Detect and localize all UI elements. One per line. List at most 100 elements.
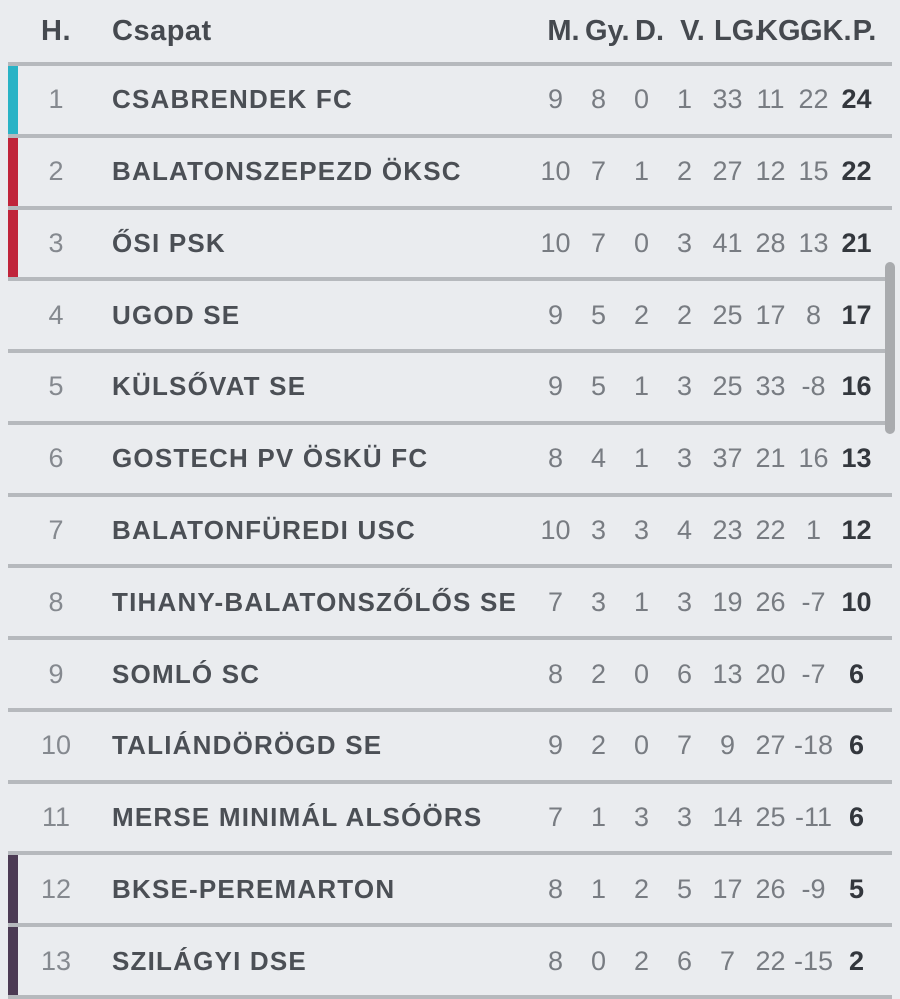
stat-value: 9 xyxy=(719,730,736,761)
stat-value: 20 xyxy=(755,658,786,689)
team-name: CSABRENDEK FC xyxy=(112,84,353,115)
stat-value: 8 xyxy=(547,873,564,904)
position: 10 xyxy=(40,730,72,761)
table-row[interactable]: 3 ŐSI PSK 10 7 0 3 41 28 13 21 xyxy=(8,205,892,278)
table-row[interactable]: 1 CSABRENDEK FC 9 8 0 1 33 11 22 24 xyxy=(8,62,892,134)
points: 17 xyxy=(841,299,872,330)
stat-value: 7 xyxy=(547,802,564,833)
stat-value: 13 xyxy=(798,227,829,258)
position: 3 xyxy=(48,227,64,258)
rank-color-bar xyxy=(8,137,18,206)
rank-color-bar xyxy=(8,927,18,995)
row-stats: 8 4 1 3 37 21 16 13 xyxy=(534,443,878,474)
points: 13 xyxy=(841,443,872,474)
stat-value: 41 xyxy=(712,227,743,258)
stat-value: 7 xyxy=(547,586,564,617)
stat-value: 11 xyxy=(756,84,785,115)
stat-value: 12 xyxy=(755,156,786,187)
position: 9 xyxy=(48,658,64,689)
stat-value: 10 xyxy=(540,156,571,187)
stat-value: 10 xyxy=(540,227,571,258)
stat-value: 0 xyxy=(633,84,650,115)
stat-value: 2 xyxy=(590,730,607,761)
table-bottom-divider xyxy=(8,995,892,999)
table-row[interactable]: 8 TIHANY-BALATONSZŐLŐS SE 7 3 1 3 19 26 -7 10 xyxy=(8,564,892,636)
position: 4 xyxy=(48,299,64,330)
team-column-header: Csapat xyxy=(112,14,212,47)
table-row[interactable]: 5 KÜLSŐVAT SE 9 5 1 3 25 33 -8 16 xyxy=(8,349,892,421)
row-stats: 7 3 1 3 19 26 -7 10 xyxy=(534,587,878,618)
position-column-header: H. xyxy=(41,14,71,47)
column-header: D. xyxy=(635,14,664,47)
stat-value: 27 xyxy=(712,156,743,187)
points: 24 xyxy=(841,84,872,115)
stat-value: 1 xyxy=(676,84,693,115)
table-row[interactable]: 9 SOMLÓ SC 8 2 0 6 13 20 -7 6 xyxy=(8,636,892,708)
stat-value: 3 xyxy=(633,802,650,833)
table-row[interactable]: 11 MERSE MINIMÁL ALSÓÖRS 7 1 3 3 14 25 -11 6 xyxy=(8,779,892,852)
team-name: KÜLSŐVAT SE xyxy=(112,371,307,402)
position: 2 xyxy=(48,156,64,187)
stat-value: 26 xyxy=(755,586,786,617)
stat-value: 8 xyxy=(547,443,564,474)
stat-value: 5 xyxy=(590,299,607,330)
team-name: TALIÁNDÖRÖGD SE xyxy=(112,730,383,761)
team-name: UGOD SE xyxy=(112,299,241,330)
stat-value: 8 xyxy=(547,945,564,976)
stat-value: 25 xyxy=(712,371,743,402)
stat-value: 2 xyxy=(633,945,650,976)
stat-value: 1 xyxy=(633,371,650,402)
stat-value: 5 xyxy=(590,371,607,402)
stat-value: 22 xyxy=(798,84,829,115)
stat-value: 8 xyxy=(590,84,607,115)
table-row[interactable]: 12 BKSE-PEREMARTON 8 1 2 5 17 26 -9 5 xyxy=(8,851,892,924)
points: 22 xyxy=(841,156,872,187)
stat-value: 1 xyxy=(633,586,650,617)
stat-value: 21 xyxy=(755,443,786,474)
stat-value: 2 xyxy=(676,299,693,330)
position: 1 xyxy=(48,84,64,115)
stat-value: 1 xyxy=(590,873,607,904)
row-stats: 9 2 0 7 9 27 -18 6 xyxy=(534,730,878,761)
stat-value: 3 xyxy=(676,802,693,833)
stat-value: -9 xyxy=(801,873,826,904)
stat-value: 1 xyxy=(633,156,650,187)
stat-value: -7 xyxy=(801,658,826,689)
team-name: BALATONSZEPEZD ÖKSC xyxy=(112,156,462,187)
stat-value: 1 xyxy=(805,514,822,545)
standings-body: 1 CSABRENDEK FC 9 8 0 1 33 11 22 24 2 BALATONSZ… xyxy=(0,62,900,995)
table-row[interactable]: 10 TALIÁNDÖRÖGD SE 9 2 0 7 9 27 -18 6 xyxy=(8,707,892,780)
stat-value: 3 xyxy=(676,371,693,402)
column-header: Gy. xyxy=(585,14,630,47)
stat-value: 23 xyxy=(712,514,743,545)
stat-value: 2 xyxy=(633,873,650,904)
stat-value: -11 xyxy=(794,802,833,833)
stat-value: 25 xyxy=(712,299,743,330)
scrollbar-thumb[interactable] xyxy=(885,262,895,434)
stat-value: 22 xyxy=(755,514,786,545)
rank-color-bar xyxy=(8,66,18,134)
position: 7 xyxy=(48,514,64,545)
stat-value: 22 xyxy=(755,945,786,976)
stat-value: -7 xyxy=(801,586,826,617)
table-row[interactable]: 13 SZILÁGYI DSE 8 0 2 6 7 22 -15 2 xyxy=(8,923,892,995)
row-stats: 8 0 2 6 7 22 -15 2 xyxy=(534,946,878,977)
stat-value: 16 xyxy=(798,443,829,474)
position: 12 xyxy=(40,873,72,904)
column-header: KG. xyxy=(757,14,809,47)
header-stats: M. Gy. D. V. LG. KG. GK. P. xyxy=(542,15,886,48)
table-row[interactable]: 6 GOSTECH PV ÖSKÜ FC 8 4 1 3 37 21 16 13 xyxy=(8,420,892,493)
stat-value: 4 xyxy=(676,514,693,545)
row-stats: 8 1 2 5 17 26 -9 5 xyxy=(534,874,878,905)
stat-value: 5 xyxy=(676,873,693,904)
table-row[interactable]: 7 BALATONFÜREDI USC 10 3 3 4 23 22 1 12 xyxy=(8,492,892,565)
team-name: ŐSI PSK xyxy=(112,227,226,258)
points: 16 xyxy=(841,371,872,402)
table-row[interactable]: 4 UGOD SE 9 5 2 2 25 17 8 17 xyxy=(8,277,892,349)
points: 6 xyxy=(848,658,865,689)
table-row[interactable]: 2 BALATONSZEPEZD ÖKSC 10 7 1 2 27 12 15 22 xyxy=(8,133,892,206)
row-stats: 8 2 0 6 13 20 -7 6 xyxy=(534,659,878,690)
team-name: MERSE MINIMÁL ALSÓÖRS xyxy=(112,802,483,833)
stat-value: 7 xyxy=(676,730,693,761)
